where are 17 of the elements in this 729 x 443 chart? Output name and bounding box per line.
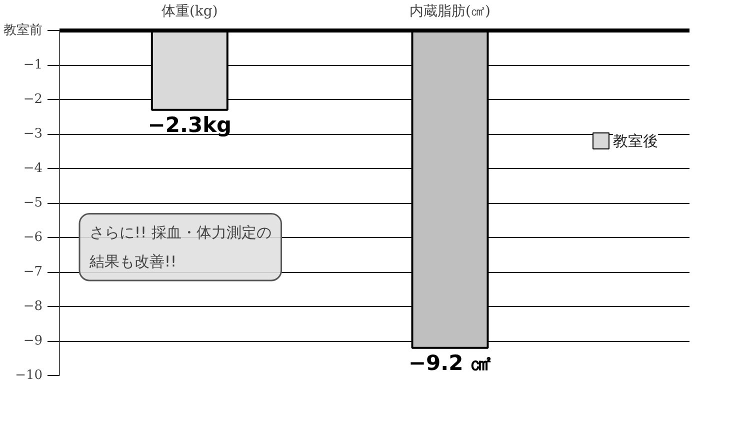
y-tick-label: −7 — [23, 264, 43, 280]
data-label: −9.2 ㎠ — [408, 350, 492, 375]
y-tick-label: −1 — [23, 58, 43, 72]
y-tick-label: 教室前 — [4, 22, 42, 38]
y-tick-label: −8 — [23, 299, 43, 314]
legend-label: 教室後 — [612, 132, 658, 150]
y-tick-label: −5 — [23, 196, 43, 210]
y-tick-label: −2 — [23, 92, 43, 107]
y-tick-label: −6 — [23, 230, 43, 245]
annotation: さらに!! 採血・体力測定の結果も改善!! — [88, 224, 272, 270]
y-tick-label: −4 — [23, 161, 43, 176]
y-tick-label: −3 — [23, 126, 43, 142]
y-tick-label: −10 — [15, 368, 43, 383]
x-tick-label: 体重(kg) — [161, 4, 218, 20]
y-tick-label: −9 — [23, 334, 43, 348]
x-tick-label: 内蔵脂肪(㎠) — [410, 4, 490, 20]
data-label: −2.3kg — [148, 112, 232, 137]
